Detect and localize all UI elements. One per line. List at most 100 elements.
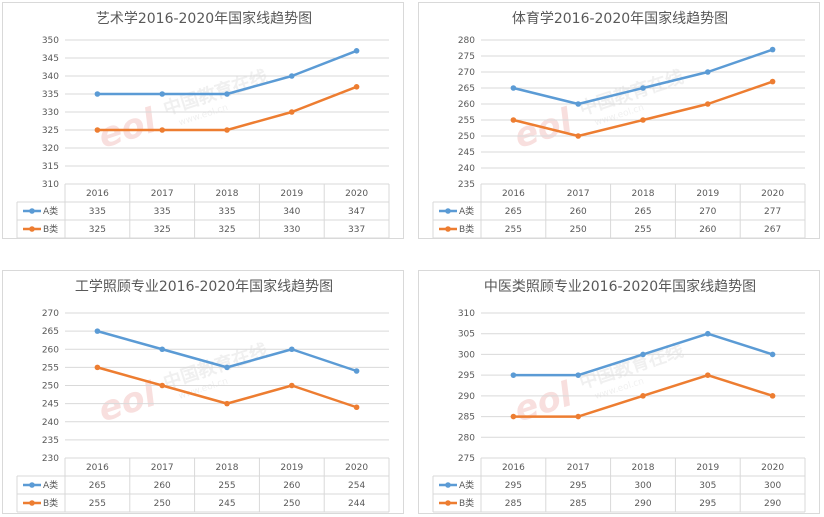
y-tick-label: 265 xyxy=(458,84,475,94)
y-tick-label: 275 xyxy=(458,52,475,62)
data-point xyxy=(289,73,295,79)
y-tick-label: 295 xyxy=(458,371,475,381)
chart-panel-engineering: 工学照顾专业2016-2020年国家线趋势图 eol 中国教育在线 www.eol.c… xyxy=(2,270,404,514)
legend-label: A类 xyxy=(43,205,58,217)
chart-title: 体育学2016-2020年国家线趋势图 xyxy=(512,10,728,27)
data-point xyxy=(769,393,776,399)
y-tick-label: 330 xyxy=(42,108,59,118)
x-tick-label: 2016 xyxy=(502,189,525,199)
table-cell-value: 300 xyxy=(764,481,781,491)
data-point xyxy=(705,330,711,337)
table-cell-value: 300 xyxy=(634,481,651,491)
table-cell-value: 244 xyxy=(348,499,365,509)
data-point xyxy=(159,127,165,133)
table-cell-value: 325 xyxy=(218,225,235,235)
legend-label: B类 xyxy=(43,223,58,235)
table-cell-value: 295 xyxy=(699,499,716,509)
table-cell-value: 255 xyxy=(89,499,106,509)
data-point xyxy=(224,127,230,133)
data-point xyxy=(575,133,581,139)
x-tick-label: 2020 xyxy=(345,189,368,199)
table-cell-value: 325 xyxy=(89,225,106,235)
y-tick-label: 240 xyxy=(42,418,59,428)
x-tick-label: 2018 xyxy=(216,189,239,199)
data-point xyxy=(705,69,711,75)
data-point xyxy=(705,372,711,378)
table-cell-value: 305 xyxy=(699,481,716,491)
x-tick-label: 2017 xyxy=(151,463,174,473)
y-tick-label: 275 xyxy=(458,454,475,464)
x-tick-label: 2016 xyxy=(86,189,109,199)
legend-key-marker xyxy=(445,208,451,214)
legend-key-marker xyxy=(445,226,451,232)
x-tick-label: 2019 xyxy=(696,189,719,199)
table-cell-value: 255 xyxy=(505,225,522,235)
y-tick-label: 265 xyxy=(42,327,59,337)
table-cell-value: 285 xyxy=(505,499,522,509)
y-tick-label: 310 xyxy=(42,180,59,190)
data-point xyxy=(769,78,776,85)
table-cell-value: 270 xyxy=(699,207,716,217)
data-point xyxy=(289,346,295,353)
table-cell-value: 295 xyxy=(570,481,587,491)
data-point xyxy=(94,364,101,371)
data-point xyxy=(510,117,517,123)
x-tick-label: 2019 xyxy=(280,463,303,473)
data-point xyxy=(510,85,517,91)
data-point xyxy=(769,351,776,358)
chart-svg: 工学照顾专业2016-2020年国家线趋势图 eol中国教育在线www.eol.c… xyxy=(16,278,390,513)
y-tick-label: 245 xyxy=(42,400,59,410)
x-tick-label: 2020 xyxy=(345,463,368,473)
y-tick-label: 250 xyxy=(458,132,475,142)
table-cell-value: 285 xyxy=(570,499,587,509)
chart-svg: 中医类照顾专业2016-2020年国家线趋势图eol中国教育在线www.eol.… xyxy=(432,278,806,513)
table-cell-value: 254 xyxy=(348,481,365,491)
legend-label: B类 xyxy=(459,497,474,509)
y-tick-label: 350 xyxy=(42,36,59,46)
table-cell-value: 290 xyxy=(634,499,651,509)
y-tick-label: 280 xyxy=(458,36,475,46)
data-point xyxy=(353,84,360,90)
legend-key-marker xyxy=(445,500,451,506)
table-cell-value: 267 xyxy=(764,225,781,235)
legend-label: A类 xyxy=(43,479,58,491)
table-cell-value: 335 xyxy=(89,207,106,217)
data-point xyxy=(640,393,646,399)
legend-key-marker xyxy=(29,482,35,488)
y-tick-label: 315 xyxy=(42,162,59,172)
x-tick-label: 2018 xyxy=(632,463,655,473)
data-point xyxy=(640,351,646,358)
table-cell-value: 265 xyxy=(505,207,522,217)
legend-label: A类 xyxy=(459,205,474,217)
table-cell-value: 337 xyxy=(348,225,365,235)
legend-key-marker xyxy=(29,500,35,506)
x-tick-label: 2020 xyxy=(761,463,784,473)
y-tick-label: 280 xyxy=(458,433,475,443)
data-point xyxy=(159,382,165,389)
chart-title: 工学照顾专业2016-2020年国家线趋势图 xyxy=(75,278,333,295)
data-point xyxy=(575,101,581,107)
table-cell-value: 255 xyxy=(634,225,651,235)
table-cell-value: 260 xyxy=(154,481,171,491)
x-tick-label: 2016 xyxy=(502,463,525,473)
table-cell-value: 250 xyxy=(570,225,587,235)
data-point xyxy=(510,372,517,378)
watermark-logo: eol xyxy=(509,374,578,430)
table-cell-value: 260 xyxy=(570,207,587,217)
table-cell-value: 265 xyxy=(634,207,651,217)
data-point xyxy=(224,364,230,371)
table-cell-value: 290 xyxy=(764,499,781,509)
x-tick-label: 2020 xyxy=(761,189,784,199)
legend-label: B类 xyxy=(43,497,58,509)
x-tick-label: 2017 xyxy=(151,189,174,199)
y-tick-label: 235 xyxy=(458,180,475,190)
data-point xyxy=(224,91,230,97)
y-tick-label: 260 xyxy=(458,100,475,110)
data-point xyxy=(94,328,101,334)
y-tick-label: 240 xyxy=(458,164,475,174)
data-point xyxy=(353,48,360,54)
